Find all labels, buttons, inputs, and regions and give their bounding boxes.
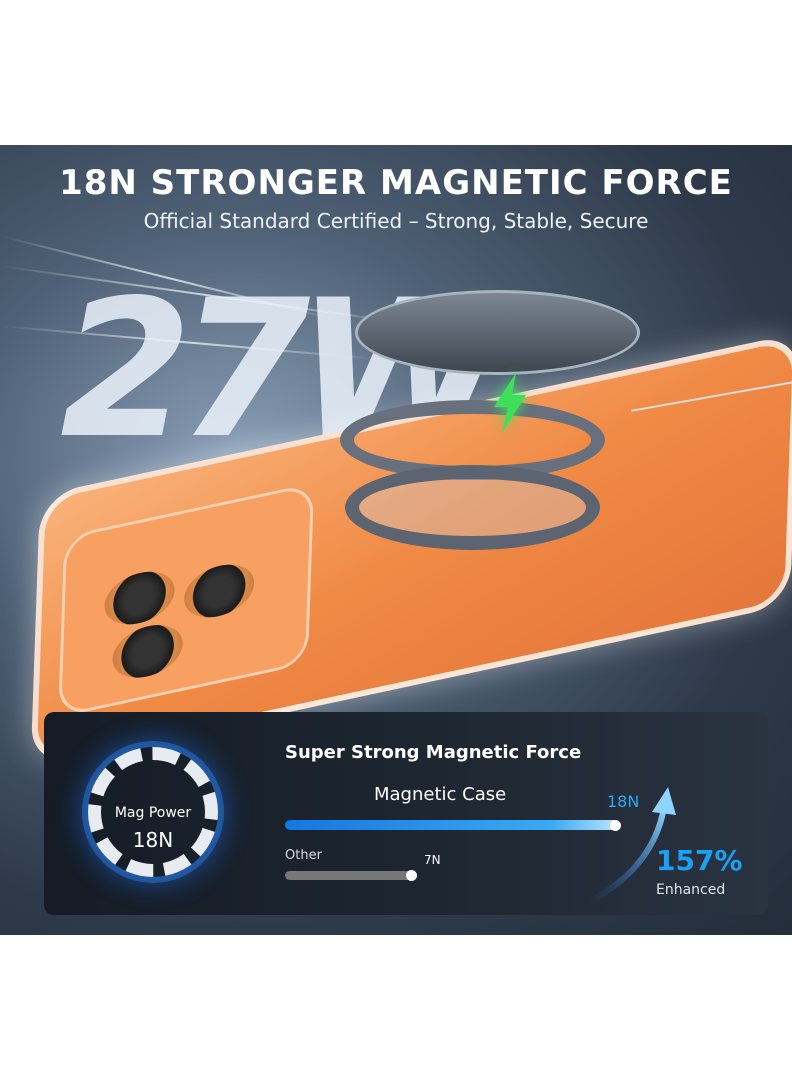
subheadline: Official Standard Certified – Strong, St… <box>143 209 649 233</box>
bar-value-magnetic-case: 18N <box>607 792 640 811</box>
headline: 18N STRONGER MAGNETIC FORCE <box>59 163 733 203</box>
camera-module <box>58 482 315 718</box>
bar-value-other: 7N <box>424 853 441 867</box>
lightning-bolt-icon <box>494 373 526 433</box>
bar-knob <box>610 819 621 831</box>
bar-knob <box>405 870 417 881</box>
magnet-ring <box>345 465 600 550</box>
camera-lens <box>183 558 256 624</box>
product-hero: 18N STRONGER MAGNETIC FORCE Official Sta… <box>0 145 792 935</box>
upward-arrow-icon <box>587 787 676 905</box>
camera-lens <box>103 565 176 631</box>
badge-value: 18N <box>132 828 174 852</box>
badge-label: Mag Power <box>114 805 192 821</box>
bar-label-other: Other <box>285 848 322 863</box>
comparison-panel: Mag Power 18N Super Strong Magnetic Forc… <box>44 712 768 915</box>
panel-title: Super Strong Magnetic Force <box>285 742 582 763</box>
bar-other <box>285 870 417 881</box>
increase-label: Enhanced <box>656 882 726 898</box>
bar-label-magnetic-case: Magnetic Case <box>374 784 507 805</box>
magnetic-charger <box>355 290 640 375</box>
increase-percent: 157% <box>656 844 743 877</box>
camera-lens <box>111 618 184 685</box>
bar-magnetic-case <box>285 819 621 831</box>
